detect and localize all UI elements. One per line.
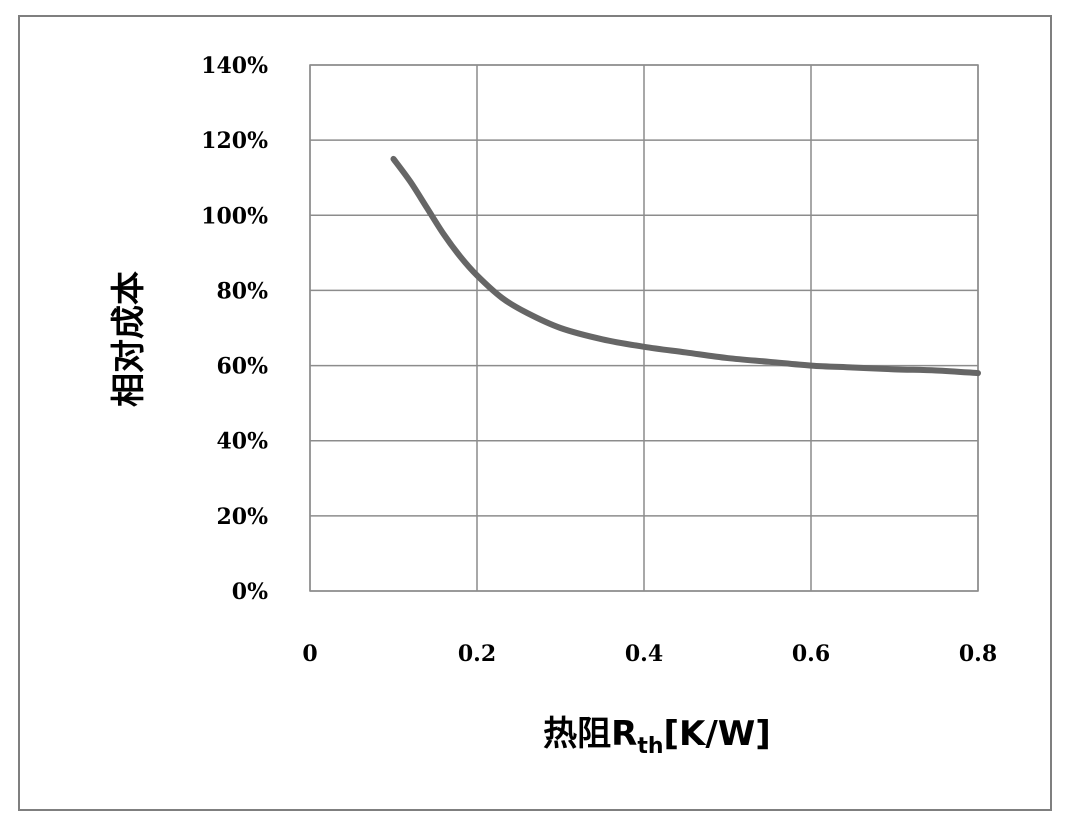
x-tick-label: 0.8 (959, 641, 997, 667)
series-layer (390, 155, 981, 377)
x-tick-label: 0.6 (792, 641, 830, 667)
x-axis-title-subscript: th (637, 734, 663, 759)
y-tick-label: 140% (201, 53, 268, 79)
series-line-0 (390, 155, 981, 377)
y-tick-label: 100% (201, 203, 268, 229)
chart-frame: 0% 20% 40% 60% 80% 100% 120% 140% 0 0.2 0.4 0.6 0.8… (18, 15, 1052, 811)
x-axis-title-prefix: 热阻R (543, 714, 637, 754)
x-axis-tick-labels: 0 0.2 0.4 0.6 0.8 (302, 641, 997, 667)
y-tick-label: 20% (216, 504, 268, 530)
x-tick-label: 0.4 (625, 641, 663, 667)
y-tick-label: 80% (216, 278, 268, 304)
plot-area-border (309, 64, 979, 592)
x-tick-label: 0.2 (458, 641, 496, 667)
y-axis-title: 相对成本 (109, 271, 149, 407)
y-tick-label: 60% (216, 354, 268, 380)
line-chart: 0% 20% 40% 60% 80% 100% 120% 140% 0 0.2 0.4 0.6 0.8… (109, 53, 997, 759)
x-axis-title: 热阻Rth[K/W] (543, 714, 771, 759)
x-axis-title-suffix: [K/W] (664, 714, 771, 754)
y-axis-tick-labels: 0% 20% 40% 60% 80% 100% 120% 140% (201, 53, 268, 605)
y-tick-label: 0% (232, 579, 268, 605)
x-tick-label: 0 (302, 641, 317, 667)
grid (309, 64, 979, 592)
y-tick-label: 40% (216, 429, 268, 455)
y-tick-label: 120% (201, 128, 268, 154)
